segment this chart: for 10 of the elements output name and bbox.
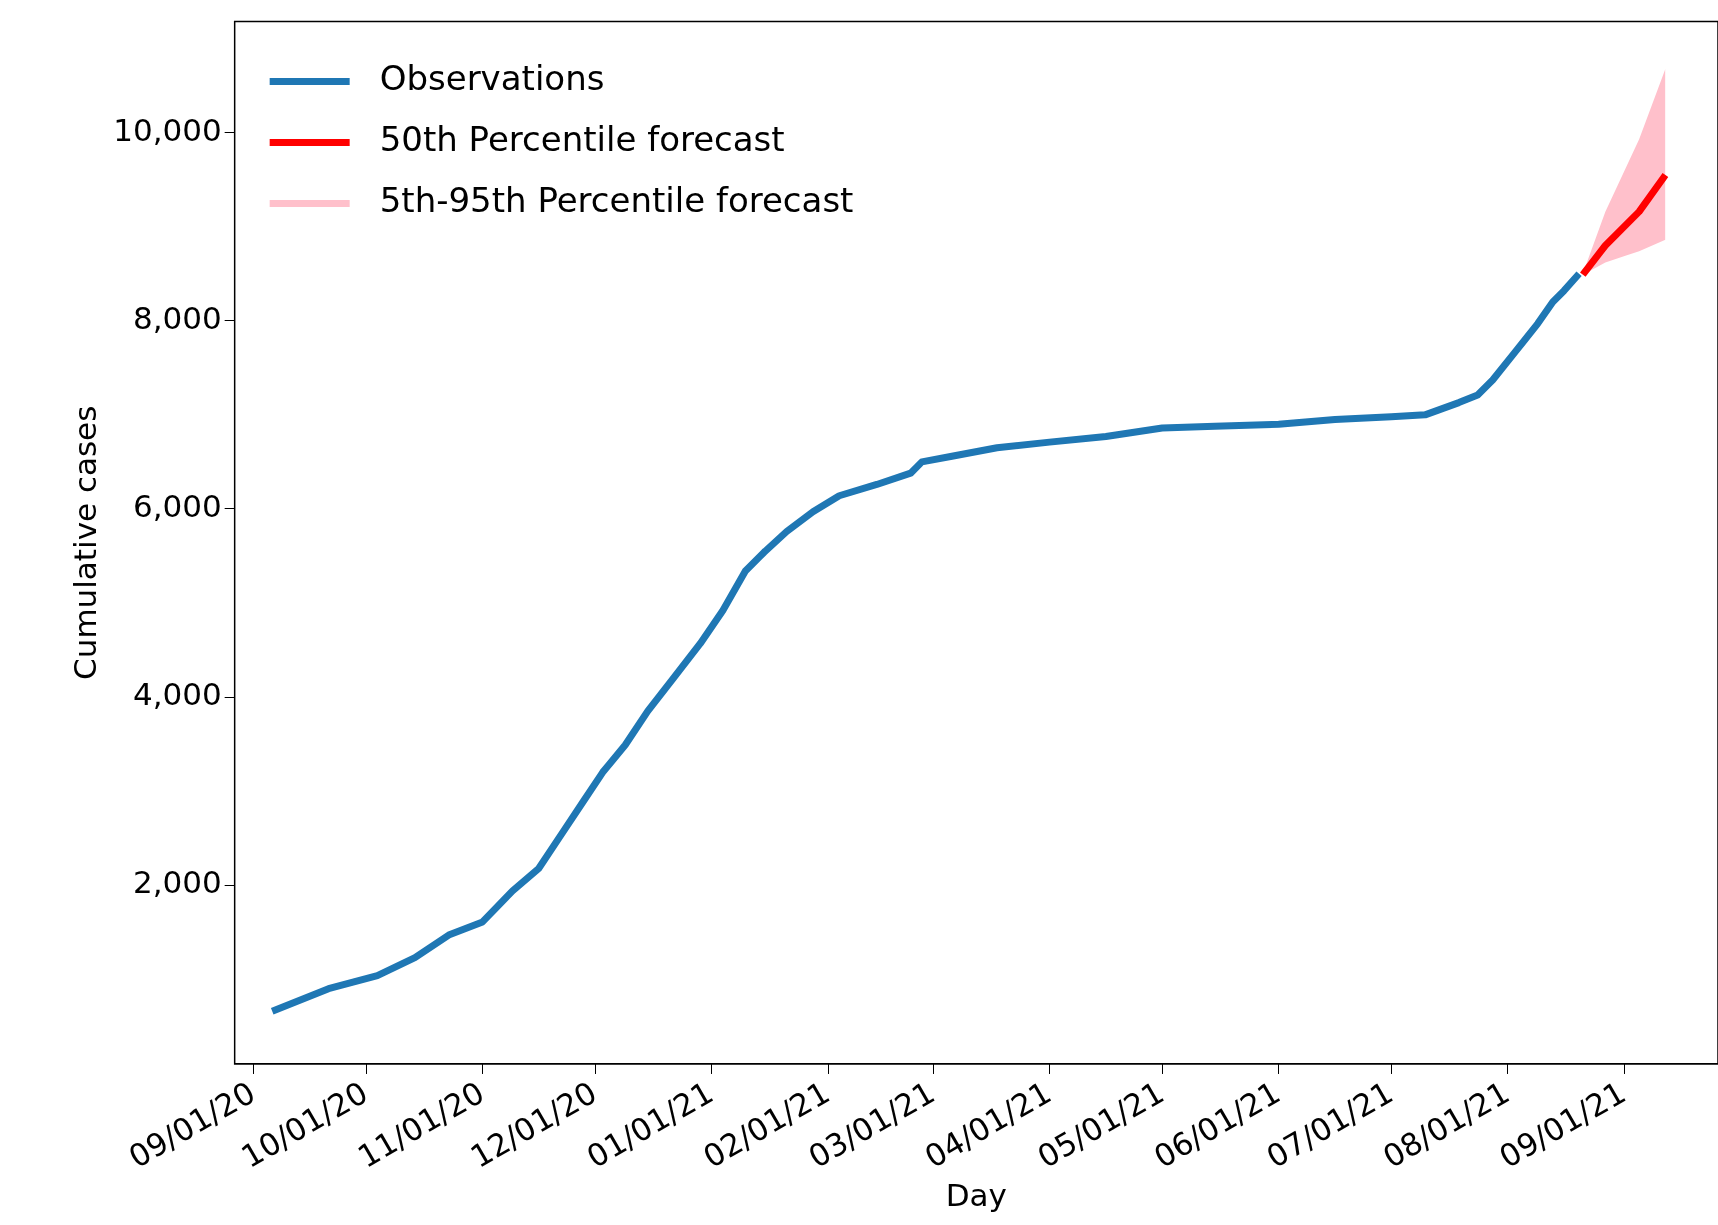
legend-label: 50th Percentile forecast	[379, 119, 785, 160]
y-axis-title: Cumulative cases	[66, 405, 103, 680]
y-tick-label: 10,000	[113, 111, 222, 148]
legend-label: Observations	[379, 58, 605, 99]
y-tick-label: 8,000	[132, 299, 222, 336]
legend-label: 5th-95th Percentile forecast	[379, 180, 854, 221]
y-tick-label: 4,000	[132, 676, 222, 713]
y-tick-label: 2,000	[132, 864, 222, 901]
x-axis-title: Day	[945, 1177, 1007, 1214]
y-tick-label: 6,000	[132, 487, 222, 524]
